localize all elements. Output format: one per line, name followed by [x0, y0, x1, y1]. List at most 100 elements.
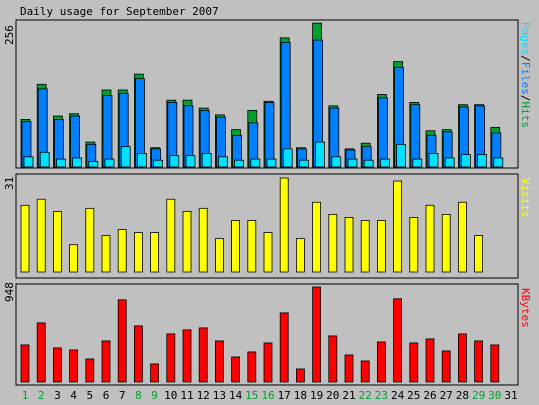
visits-bar [20, 204, 30, 273]
visits-ylabel: Visits [519, 178, 532, 218]
day-label: 9 [151, 389, 158, 402]
visits-bar [409, 217, 419, 273]
pages-bar [185, 155, 196, 168]
pages-bar [217, 156, 228, 168]
files-bar [102, 95, 113, 168]
kbytes-bar [214, 340, 224, 383]
kbytes-bar [133, 325, 143, 383]
visits-bar [214, 238, 224, 273]
kbytes-bar [312, 286, 322, 383]
visits-bar [279, 177, 289, 273]
visits-bar [474, 235, 484, 273]
kbytes-ymax-label: 948 [3, 282, 16, 302]
day-label: 26 [423, 389, 436, 402]
pages-bar [88, 160, 99, 168]
visits-bar [393, 180, 403, 273]
pages-files-hits-ylabel: Pages/Files/Hits [519, 22, 532, 128]
day-label: 16 [261, 389, 274, 402]
visits-bar [425, 204, 435, 273]
hits-files-pages-bars [20, 22, 504, 168]
visits-bar [457, 201, 467, 273]
day-label: 11 [180, 389, 193, 402]
kbytes-bar [457, 333, 467, 383]
kbytes-bar [279, 312, 289, 383]
ylabel-part-separator: / [519, 95, 532, 102]
kbytes-bar [53, 347, 62, 383]
ylabel-part-separator: / [519, 55, 532, 62]
pages-bar [282, 148, 293, 168]
visits-bar [344, 217, 354, 273]
visits-bar [328, 213, 338, 273]
kbytes-bar [20, 344, 30, 383]
pages-bar [23, 156, 34, 168]
pages-bar [298, 159, 309, 168]
day-label: 22 [359, 389, 372, 402]
day-label: 4 [70, 389, 77, 402]
ylabel-part-files: Files [519, 62, 532, 95]
files-bar [280, 41, 291, 168]
kbytes-bar [231, 356, 241, 383]
day-label: 15 [245, 389, 258, 402]
visits-bar [441, 213, 451, 273]
visits-bar [263, 232, 273, 273]
day-label: 28 [456, 389, 469, 402]
visits-bar [166, 198, 176, 273]
kbytes-bar [295, 368, 305, 383]
kbytes-bar [490, 344, 500, 383]
kbytes-bar [344, 354, 354, 383]
chart-title: Daily usage for September 2007 [20, 5, 219, 18]
pages-bar [120, 146, 131, 168]
pages-bar [315, 141, 326, 168]
visits-bar [36, 198, 46, 273]
day-label: 12 [197, 389, 210, 402]
pages-bar [379, 158, 390, 168]
visits-bars [20, 177, 484, 273]
day-label: 6 [103, 389, 110, 402]
kbytes-bars [20, 286, 500, 383]
visits-bar [69, 244, 78, 273]
pages-bar [493, 157, 504, 168]
visits-bar [85, 207, 95, 273]
visits-bar [133, 232, 143, 273]
day-label: 13 [213, 389, 226, 402]
pages-bar [250, 158, 261, 168]
kbytes-bar [117, 299, 127, 383]
pages-bar [347, 158, 358, 168]
visits-bar [312, 201, 322, 273]
ylabel-part-pages: Pages [519, 22, 532, 55]
day-label: 31 [504, 389, 517, 402]
day-label: 29 [472, 389, 485, 402]
kbytes-bar [441, 350, 451, 383]
pages-bar [444, 157, 455, 168]
kbytes-bar [69, 349, 78, 383]
kbytes-ylabel: KBytes [519, 288, 532, 328]
visits-bar [360, 220, 370, 273]
pages-bar [56, 158, 66, 168]
day-label: 20 [326, 389, 339, 402]
pages-bar [477, 154, 488, 168]
kbytes-bar [198, 327, 208, 383]
pages-bar [460, 154, 471, 168]
day-label: 27 [440, 389, 453, 402]
kbytes-bar [474, 340, 484, 383]
day-label: 3 [54, 389, 61, 402]
files-bar [264, 102, 275, 168]
kbytes-bar [247, 351, 257, 383]
day-label: 19 [310, 389, 323, 402]
pages-bar [428, 153, 439, 168]
kbytes-bar [182, 329, 192, 383]
pages-bar [412, 158, 423, 168]
pages-bar [396, 143, 407, 168]
kbytes-bar [85, 358, 95, 383]
pages-bar [266, 158, 277, 168]
visits-bar [295, 238, 305, 273]
files-bar [377, 97, 388, 168]
day-label: 14 [229, 389, 243, 402]
pages-bar [234, 159, 245, 168]
day-label: 8 [135, 389, 142, 402]
visits-bar [182, 210, 192, 273]
kbytes-bar [393, 298, 403, 383]
day-axis-labels: 1 2 3 4 5 6 7 8 9 10 11 12 13 14 15 16 17 18 19 20 21 22 23 24 2… [22, 389, 518, 402]
day-label: 17 [278, 389, 291, 402]
